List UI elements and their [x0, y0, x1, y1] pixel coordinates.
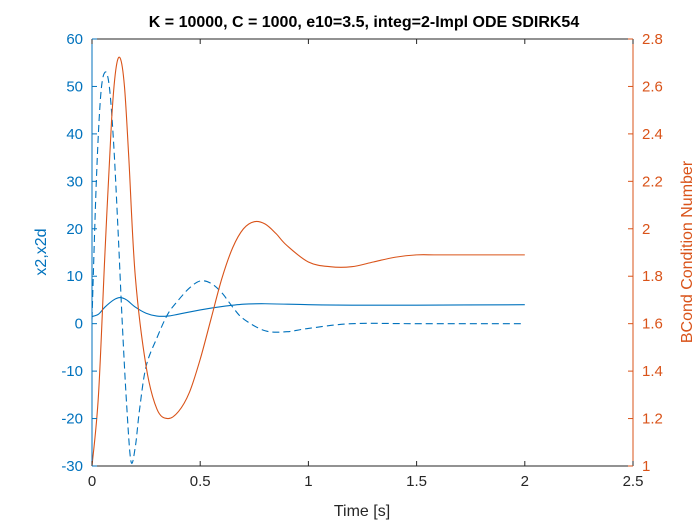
x-tick-label: 0 — [88, 473, 96, 490]
y-right-tick-label: 1.4 — [642, 363, 663, 380]
y-right-tick-label: 2.8 — [642, 31, 663, 48]
series-x2d-line — [91, 71, 525, 464]
plot-area — [92, 39, 633, 466]
y-left-tick-label: 10 — [66, 268, 83, 285]
y-left-tick-label: 20 — [66, 221, 83, 238]
chart-title: K = 10000, C = 1000, e10=3.5, integ=2-Im… — [149, 14, 580, 31]
series-x2-line — [91, 297, 525, 318]
series-layer — [91, 56, 525, 467]
x-tick-label: 2.5 — [623, 473, 644, 490]
y-left-tick-label: 60 — [66, 31, 83, 48]
y-right-tick-label: 1 — [642, 458, 650, 475]
y-right-tick-label: 2 — [642, 221, 650, 238]
y-right-tick-label: 1.2 — [642, 411, 663, 428]
x-tick-label: 1.5 — [406, 473, 427, 490]
x-tick-label: 1 — [304, 473, 312, 490]
y-right-tick-label: 2.2 — [642, 173, 663, 190]
series-bcond-line — [91, 56, 525, 467]
x-tick-label: 0.5 — [190, 473, 211, 490]
y-axis-right-label: BCond Condition Number — [679, 160, 696, 343]
y-left-tick-label: 40 — [66, 126, 83, 143]
y-left-tick-label: -20 — [61, 411, 83, 428]
y-left-tick-label: -30 — [61, 458, 83, 475]
y-right-tick-label: 1.6 — [642, 316, 663, 333]
y-right-tick-label: 2.6 — [642, 78, 663, 95]
y-right-tick-label: 2.4 — [642, 126, 663, 143]
x-axis-label: Time [s] — [334, 503, 390, 520]
y-left-tick-label: 50 — [66, 78, 83, 95]
y-right-tick-label: 1.8 — [642, 268, 663, 285]
y-left-tick-label: 0 — [75, 316, 83, 333]
y-axis-left-label: x2,x2d — [33, 228, 50, 275]
y-left-tick-label: 30 — [66, 173, 83, 190]
axes-layer: 0 0.5 1 1.5 2 2.5 -30 -20 -10 0 10 20 30 40 50 60 1 1.2 1.… — [61, 31, 663, 490]
x-tick-label: 2 — [521, 473, 529, 490]
y-left-tick-label: -10 — [61, 363, 83, 380]
